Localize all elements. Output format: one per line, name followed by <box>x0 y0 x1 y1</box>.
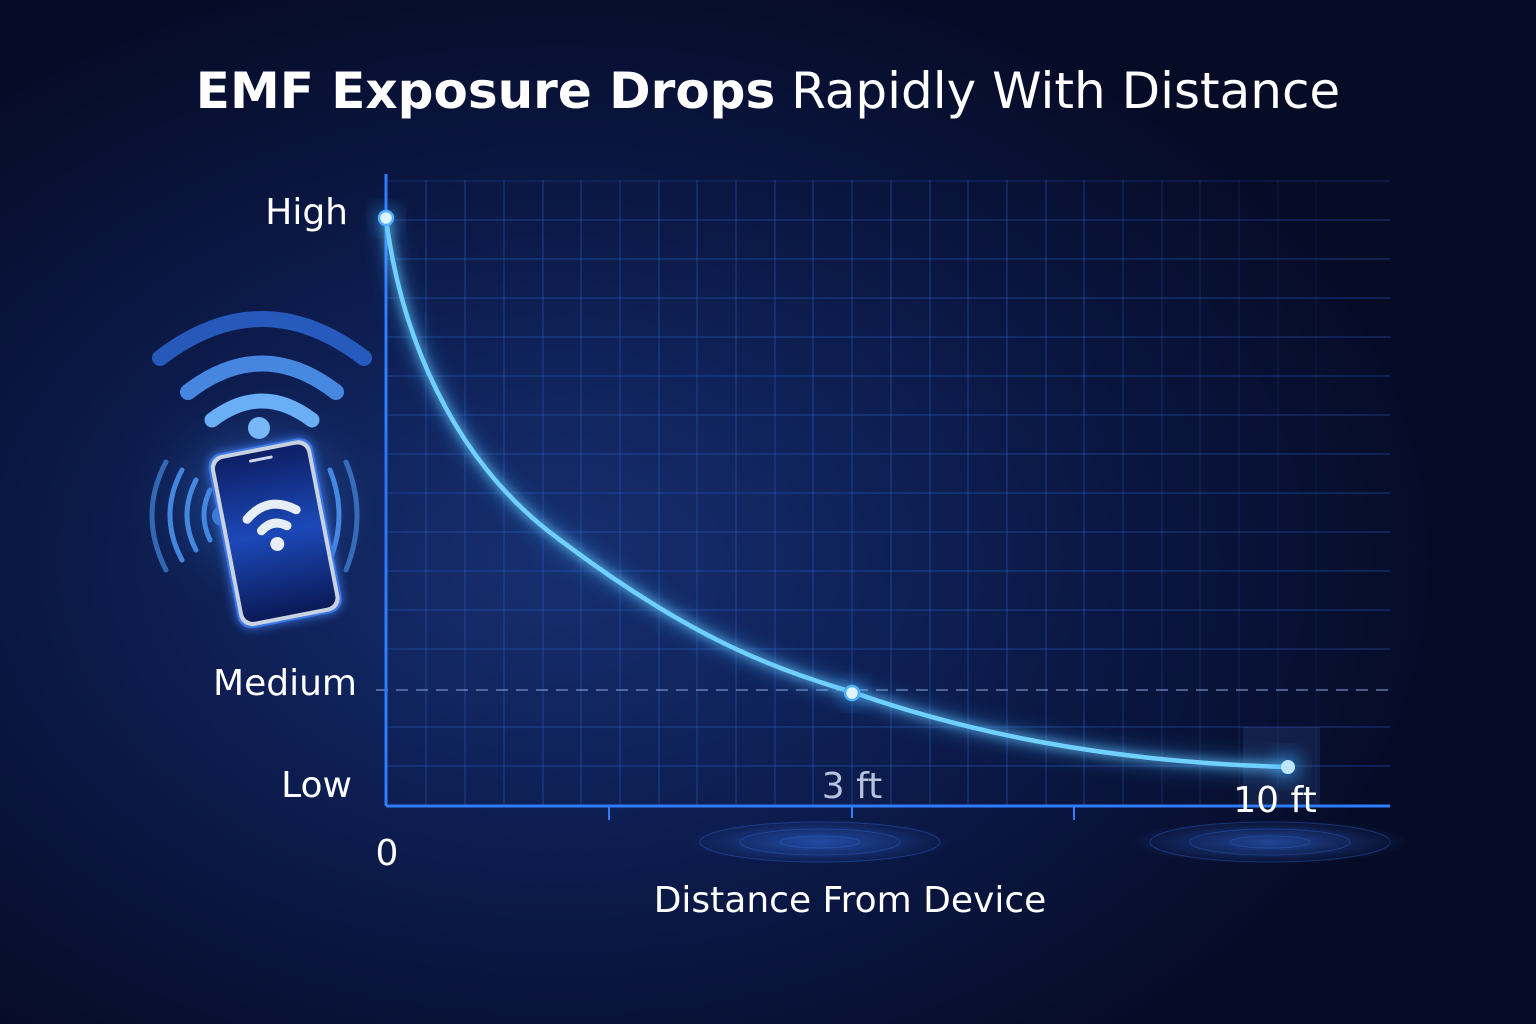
x-tick-zero: 0 <box>375 833 399 874</box>
chart-title: EMF Exposure Drops Rapidly With Distance <box>0 62 1536 120</box>
data-markers <box>376 208 1300 779</box>
y-tick-high: High <box>265 192 348 233</box>
ripple-decoration <box>690 820 1410 864</box>
title-light: Rapidly With Distance <box>791 62 1341 120</box>
grid-lines <box>386 180 1390 806</box>
x-tick-3ft: 3 ft <box>821 766 883 807</box>
y-tick-low: Low <box>281 765 352 806</box>
x-tick-10ft: 10 ft <box>1233 780 1317 821</box>
smartphone-wifi-icon <box>112 311 412 630</box>
x-axis-ticks <box>608 806 1075 820</box>
exposure-curve <box>383 217 1289 770</box>
y-tick-medium: Medium <box>213 663 357 704</box>
x-axis-label: Distance From Device <box>653 880 1047 921</box>
title-bold: EMF Exposure Drops <box>195 62 776 120</box>
